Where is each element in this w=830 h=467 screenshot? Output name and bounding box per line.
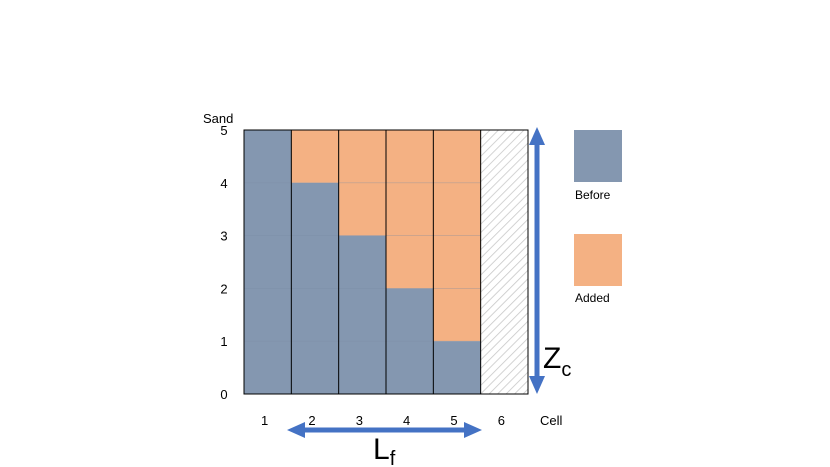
lf-label-main: L (373, 433, 390, 466)
plot-frame (243, 129, 529, 395)
y-tick-label: 1 (220, 334, 227, 349)
x-tick-label: 3 (356, 413, 363, 428)
lf-label: Lf (373, 433, 396, 467)
y-tick-label: 0 (220, 387, 227, 402)
zc-label: Zc (543, 342, 571, 381)
legend-swatch-before (574, 130, 622, 182)
lf-arrow (287, 422, 482, 438)
zc-arrow (529, 127, 545, 394)
bar-before-cell-3 (338, 235, 386, 394)
y-tick-label: 5 (220, 123, 227, 138)
lf-label-sub: f (390, 448, 396, 467)
y-tick-label: 3 (220, 229, 227, 244)
x-tick-label: 6 (498, 413, 505, 428)
y-tick-labels: 0 1 2 3 4 5 (220, 123, 227, 402)
x-axis-title: Cell (540, 413, 563, 428)
bars-group (244, 130, 528, 394)
y-tick-label: 2 (220, 281, 227, 296)
y-axis-title: Sand (203, 111, 233, 126)
x-tick-labels: 1 2 3 4 5 6 (261, 413, 505, 428)
bar-added-cell-2 (291, 130, 339, 183)
bar-added-cell-4 (386, 130, 434, 289)
x-tick-label: 2 (308, 413, 315, 428)
bar-before-cell-1 (244, 130, 292, 394)
y-tick-label: 4 (220, 176, 227, 191)
hatched-cell-6 (480, 130, 528, 394)
zc-label-main: Z (543, 342, 561, 375)
bar-before-cell-5 (433, 341, 481, 394)
legend-label-before: Before (575, 188, 611, 202)
x-tick-label: 1 (261, 413, 268, 428)
legend: Before Added (574, 130, 622, 305)
x-tick-label: 5 (450, 413, 457, 428)
zc-label-sub: c (561, 359, 571, 381)
x-tick-label: 4 (403, 413, 410, 428)
legend-label-added: Added (575, 291, 610, 305)
legend-swatch-added (574, 234, 622, 286)
